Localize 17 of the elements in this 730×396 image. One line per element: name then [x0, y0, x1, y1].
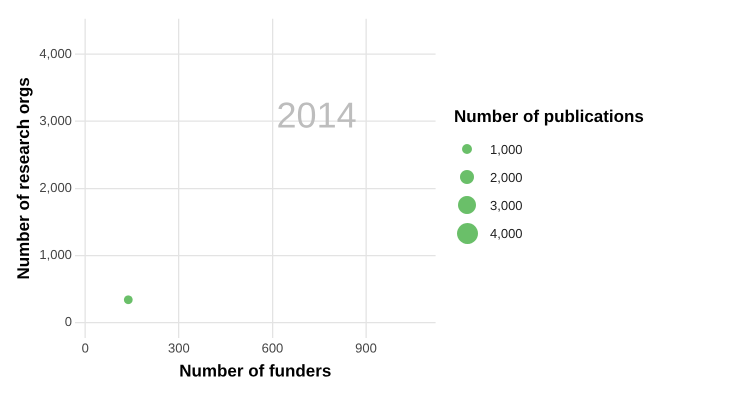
- x-tick-label: 300: [168, 340, 190, 356]
- x-axis-title: Number of funders: [179, 361, 332, 380]
- legend-title: Number of publications: [454, 107, 644, 127]
- y-tick-label: 2,000: [39, 180, 72, 196]
- annotation: 2014: [276, 94, 357, 136]
- legend-label: 4,000: [490, 226, 523, 240]
- y-tick-label: 1,000: [39, 247, 72, 262]
- y-tick-label: 0: [64, 314, 72, 330]
- y-axis-title: Number of research orgs: [14, 77, 33, 280]
- y-tick-label: 3,000: [39, 112, 72, 128]
- legend-label: 3,000: [490, 198, 523, 212]
- x-tick-label: 0: [82, 340, 89, 356]
- legend-label: 2,000: [490, 170, 523, 184]
- x-tick-label: 900: [355, 340, 377, 356]
- legend-label: 1,000: [490, 142, 523, 156]
- x-tick-label: 600: [262, 340, 284, 356]
- y-tick-label: 4,000: [39, 46, 72, 61]
